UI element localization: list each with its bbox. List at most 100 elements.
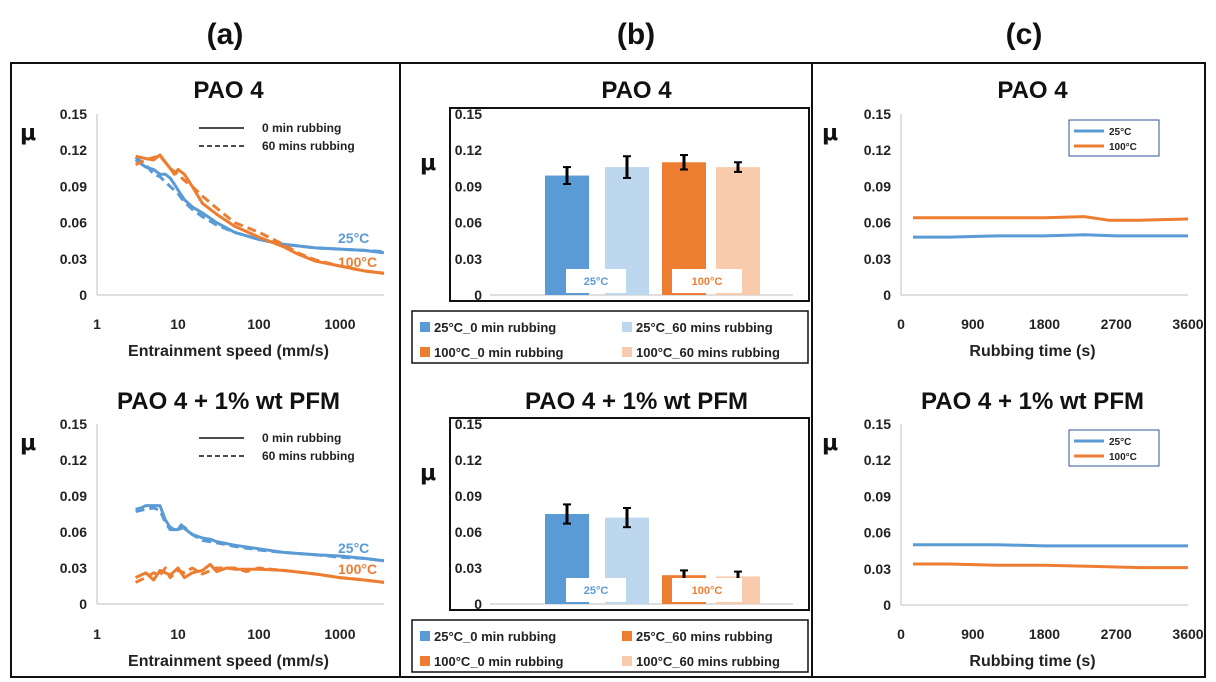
series-line-c1-1 [913,215,1189,222]
y-tick-b2: 0.06 [455,524,482,540]
y-tick-b2: 0.12 [455,452,482,468]
y-tick-a2: 0.12 [60,452,87,468]
y-tick-c2: 0.03 [864,561,891,577]
series-line-c2-0 [913,543,1188,548]
x-axis-label-a2: Entrainment speed (mm/s) [128,653,329,670]
legend-label-b1: 25°C_60 mins rubbing [636,320,773,335]
y-tick-c1: 0.09 [864,178,891,194]
x-tick-c1: 0 [897,316,905,332]
x-tick-c2: 900 [961,626,985,642]
x-tick-a1: 10 [170,316,186,332]
x-tick-a2: 10 [170,626,186,642]
y-tick-a2: 0.06 [60,524,87,540]
chart-title-b2: PAO 4 + 1% wt PFM [525,388,748,415]
y-tick-b2: 0 [474,596,482,612]
y-tick-a1: 0.03 [60,251,87,267]
group-label-box-25c-b2 [566,578,626,602]
y-axis-label-c1: μ [822,121,838,146]
y-tick-b2: 0.09 [455,488,482,504]
x-tick-c1: 2700 [1101,316,1132,332]
x-axis-label-c1: Rubbing time (s) [969,343,1095,360]
legend-swatch-b1 [420,322,430,332]
legend-box-b2 [411,619,809,673]
series-line-a2-3 [134,566,385,584]
legend-label-b2: 25°C_0 min rubbing [434,629,556,644]
y-tick-c1: 0.03 [864,251,891,267]
annotation-25c-a2: 25°C [338,540,369,556]
series-line-c2-1 [913,562,1188,570]
legend-label-c1: 100°C [1109,142,1137,153]
series-line-a2-2 [134,562,385,584]
y-tick-b1: 0.15 [455,106,482,122]
panel-label-c: (c) [1006,18,1043,51]
y-axis-label-b2: μ [420,461,436,486]
group-label-box-25c-b1 [566,269,626,293]
series-line-a1-3 [134,154,385,275]
y-tick-b1: 0.03 [455,251,482,267]
legend-box-b1 [411,310,809,364]
y-tick-c2: 0.15 [864,416,891,432]
y-tick-c2: 0.06 [864,525,891,541]
group-label-box-100c-b1 [672,269,742,293]
legend-swatch-b2 [622,631,632,641]
y-tick-a1: 0.12 [60,142,87,158]
frame-c [811,62,1206,678]
legend-swatch-b2 [420,631,430,641]
plot-frame-b2 [449,417,810,611]
y-axis-label-b1: μ [420,151,436,176]
x-tick-c1: 1800 [1029,316,1060,332]
x-tick-a2: 100 [247,626,271,642]
legend-box-c2 [1068,429,1160,467]
y-tick-a2: 0.03 [60,560,87,576]
legend-label-c1: 25°C [1109,127,1131,138]
y-tick-c2: 0 [883,597,891,613]
legend-label-a1: 0 min rubbing [262,121,341,135]
chart-title-c1: PAO 4 [997,77,1068,104]
chart-title-a1: PAO 4 [193,77,264,104]
legend-swatch-b2 [622,656,632,666]
y-tick-a1: 0 [79,287,87,303]
x-tick-c2: 3600 [1172,626,1203,642]
group-label-25c-b1: 25°C [584,276,609,288]
legend-label-a1: 60 mins rubbing [262,139,355,153]
legend-box-c1 [1068,119,1160,157]
legend-swatch-b2 [420,656,430,666]
legend-swatch-b1 [622,347,632,357]
x-tick-a1: 1000 [324,316,355,332]
chart-title-b1: PAO 4 [601,77,672,104]
series-line-a1-1 [134,156,385,254]
panel-label-b: (b) [617,18,655,51]
y-tick-b2: 0.15 [455,416,482,432]
y-tick-c1: 0.12 [864,142,891,158]
group-label-box-100c-b2 [672,578,742,602]
legend-swatch-b1 [622,322,632,332]
x-tick-a1: 100 [247,316,271,332]
y-tick-c1: 0 [883,287,891,303]
legend-label-c2: 25°C [1109,437,1131,448]
group-label-100c-b2: 100°C [692,585,723,597]
y-tick-a1: 0.15 [60,106,87,122]
annotation-100c-a1: 100°C [338,254,377,270]
series-line-c1-0 [913,233,1188,239]
legend-label-b1: 100°C_0 min rubbing [434,345,564,360]
y-axis-label-a1: μ [20,121,36,146]
x-tick-a2: 1000 [324,626,355,642]
annotation-25c-a1: 25°C [338,230,369,246]
legend-label-b1: 25°C_0 min rubbing [434,320,556,335]
y-tick-a1: 0.09 [60,178,87,194]
x-tick-a1: 1 [93,316,101,332]
series-line-a1-0 [134,158,385,255]
legend-label-a2: 0 min rubbing [262,431,341,445]
annotation-100c-a2: 100°C [338,561,377,577]
y-tick-c2: 0.09 [864,488,891,504]
group-label-100c-b1: 100°C [692,276,723,288]
group-label-25c-b2: 25°C [584,585,609,597]
y-tick-b1: 0.12 [455,142,482,158]
chart-title-a2: PAO 4 + 1% wt PFM [117,388,340,415]
x-tick-c1: 900 [961,316,985,332]
y-tick-b1: 0 [474,287,482,303]
y-tick-b2: 0.03 [455,560,482,576]
y-tick-c1: 0.15 [864,106,891,122]
y-tick-b1: 0.06 [455,215,482,231]
